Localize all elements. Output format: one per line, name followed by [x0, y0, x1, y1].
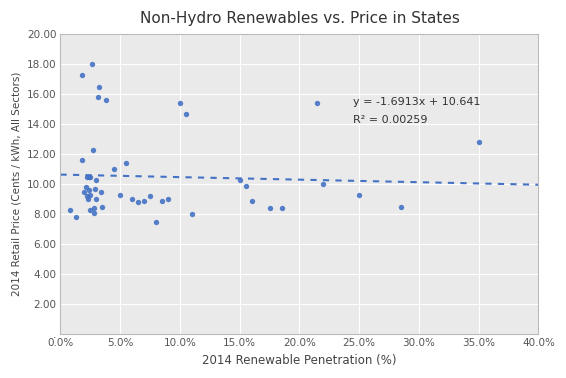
- Point: [101, 97, 110, 103]
- Point: [474, 139, 483, 145]
- Point: [313, 100, 322, 106]
- Point: [91, 186, 100, 192]
- Text: y = -1.6913x + 10.641: y = -1.6913x + 10.641: [353, 97, 481, 107]
- Point: [235, 177, 245, 183]
- Point: [82, 193, 91, 199]
- Point: [89, 210, 98, 216]
- Text: R² = 0.00259: R² = 0.00259: [353, 115, 428, 125]
- Point: [247, 198, 256, 204]
- Point: [89, 205, 98, 211]
- Title: Non-Hydro Renewables vs. Price in States: Non-Hydro Renewables vs. Price in States: [139, 11, 460, 26]
- Point: [187, 211, 196, 217]
- Point: [319, 181, 328, 187]
- Point: [140, 198, 149, 204]
- Point: [71, 214, 80, 220]
- Point: [78, 72, 87, 78]
- Point: [97, 189, 106, 195]
- Point: [94, 84, 103, 90]
- Point: [87, 61, 96, 67]
- Point: [86, 174, 95, 180]
- Point: [164, 196, 173, 202]
- Point: [122, 160, 131, 166]
- Point: [152, 218, 161, 225]
- Point: [83, 196, 92, 202]
- Point: [66, 207, 75, 213]
- Point: [115, 192, 125, 198]
- Point: [355, 192, 364, 198]
- Point: [86, 192, 95, 198]
- Point: [397, 204, 406, 210]
- Point: [277, 205, 286, 211]
- Point: [80, 189, 89, 195]
- Point: [265, 205, 274, 211]
- Point: [92, 177, 101, 183]
- Y-axis label: 2014 Retail Price (Cents / kWh, All Sectors): 2014 Retail Price (Cents / kWh, All Sect…: [11, 72, 21, 296]
- Point: [157, 198, 166, 204]
- Point: [84, 187, 93, 193]
- Point: [110, 166, 119, 172]
- Point: [175, 100, 185, 106]
- Point: [134, 199, 143, 205]
- Point: [86, 207, 95, 213]
- Point: [182, 111, 191, 117]
- Point: [127, 196, 136, 202]
- Point: [84, 174, 93, 180]
- Point: [82, 174, 91, 180]
- Point: [93, 94, 102, 100]
- Point: [88, 147, 97, 153]
- Point: [78, 157, 87, 163]
- Point: [241, 183, 250, 189]
- Point: [98, 204, 107, 210]
- Point: [81, 184, 90, 190]
- Point: [145, 193, 155, 199]
- X-axis label: 2014 Renewable Penetration (%): 2014 Renewable Penetration (%): [202, 354, 397, 367]
- Point: [92, 196, 101, 202]
